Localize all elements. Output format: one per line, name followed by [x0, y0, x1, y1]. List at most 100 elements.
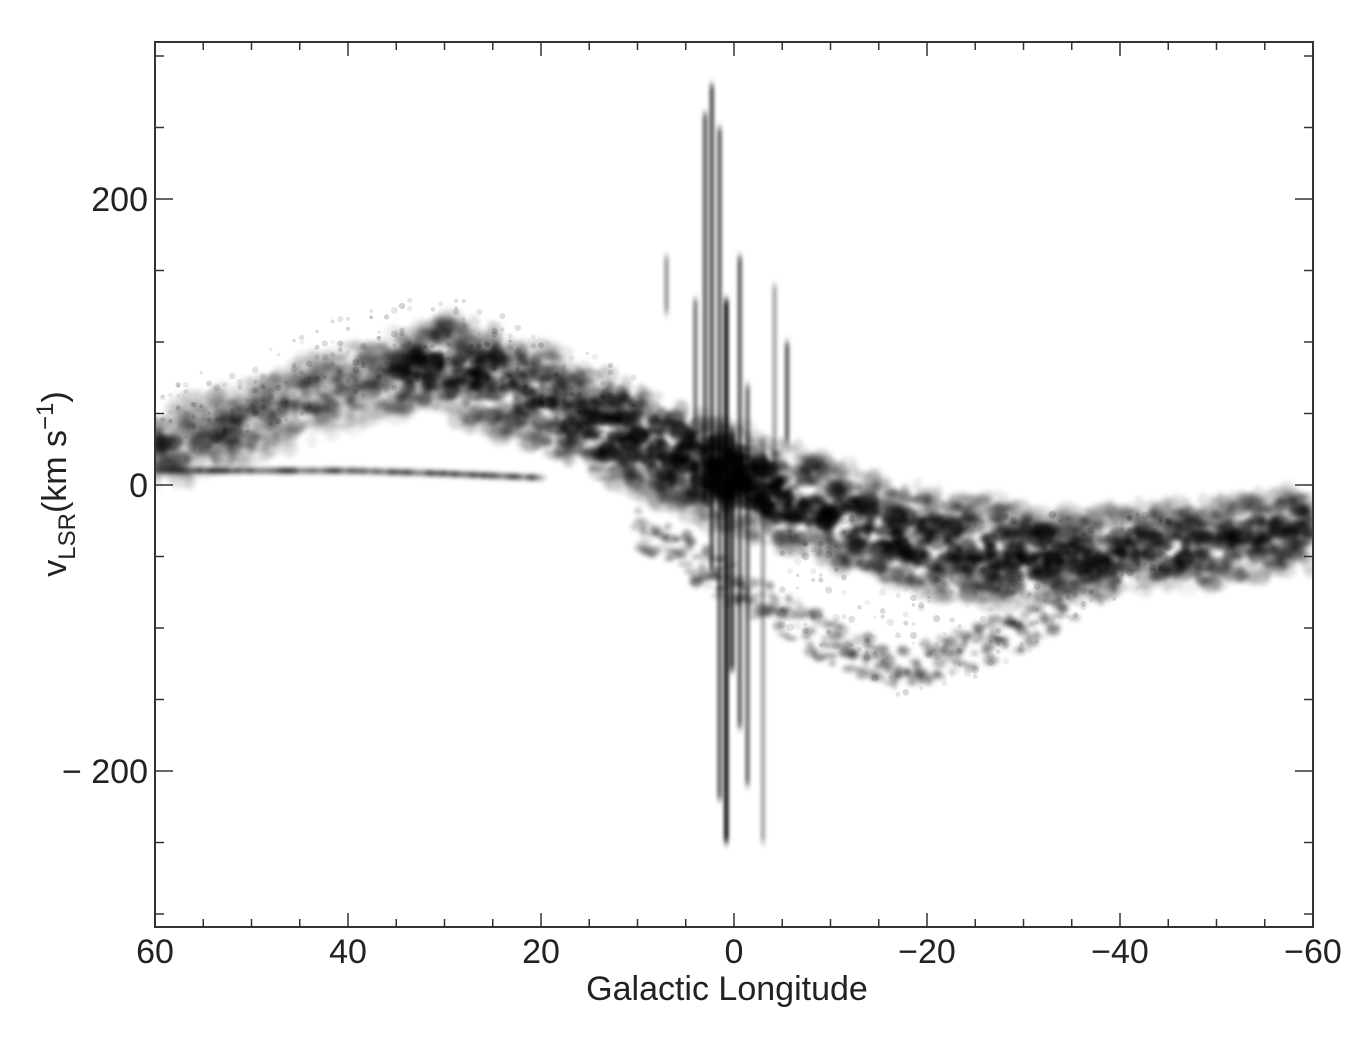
envelope-speck	[615, 417, 621, 423]
disk-blob	[919, 551, 928, 560]
disk-blob	[833, 515, 843, 527]
envelope-speck	[260, 404, 266, 410]
envelope-speck	[522, 384, 529, 391]
envelope-speck	[408, 341, 412, 345]
envelope-speck	[577, 408, 582, 413]
arc-blob	[1034, 634, 1048, 639]
disk-emission	[155, 306, 1313, 689]
haze-speck	[1164, 544, 1172, 551]
haze-speck	[1025, 645, 1033, 654]
envelope-speck	[275, 384, 282, 391]
haze-speck	[1066, 595, 1070, 599]
haze-speck	[1142, 556, 1148, 562]
haze-speck	[818, 577, 824, 583]
envelope-speck	[338, 347, 343, 352]
arc-blob	[684, 537, 697, 546]
envelope-speck	[430, 352, 436, 358]
envelope-speck	[624, 436, 628, 440]
envelope-speck	[207, 417, 211, 422]
arc-blob	[965, 631, 979, 639]
envelope-speck	[160, 416, 166, 423]
haze-speck	[919, 686, 924, 691]
envelope-speck	[221, 382, 228, 388]
envelope-speck	[531, 361, 535, 366]
envelope-speck	[383, 314, 390, 320]
haze-speck	[787, 528, 793, 534]
envelope-speck	[414, 371, 421, 378]
arc-blob	[836, 623, 847, 629]
haze-speck	[1017, 573, 1026, 582]
envelope-speck	[321, 340, 328, 347]
haze-speck	[1102, 534, 1111, 542]
haze-speck	[1027, 524, 1032, 530]
arc-blob	[1073, 600, 1089, 606]
arc-blob	[1115, 575, 1123, 586]
envelope-speck	[183, 434, 188, 439]
arc-blob	[1016, 644, 1025, 654]
envelope-speck	[514, 324, 522, 331]
haze-speck	[886, 531, 895, 539]
haze-speck	[1110, 591, 1119, 600]
disk-blob	[282, 442, 296, 456]
envelope-speck	[168, 441, 172, 445]
envelope-speck	[568, 355, 575, 362]
disk-blob	[281, 430, 301, 439]
haze-speck	[879, 608, 886, 614]
envelope-speck	[554, 372, 559, 377]
arc-blob	[1068, 615, 1081, 621]
envelope-speck	[260, 384, 266, 390]
envelope-speck	[406, 349, 414, 357]
envelope-speck	[361, 364, 366, 369]
disk-blob	[993, 514, 1011, 527]
disk-blob	[1302, 565, 1313, 574]
haze-speck	[788, 551, 792, 555]
arc-blob	[809, 607, 823, 618]
envelope-speck	[468, 360, 475, 366]
haze-speck	[841, 529, 847, 535]
disk-blob	[212, 380, 234, 398]
envelope-speck	[569, 421, 575, 426]
haze-speck	[1057, 545, 1063, 551]
envelope-speck	[600, 435, 606, 442]
envelope-speck	[307, 401, 312, 405]
disk-blob	[332, 401, 344, 420]
haze-speck	[786, 623, 794, 632]
haze-speck	[864, 600, 870, 606]
haze-speck	[880, 659, 885, 664]
envelope-speck	[191, 414, 196, 419]
envelope-speck	[236, 413, 244, 421]
envelope-speck	[284, 400, 289, 405]
disk-blob	[565, 434, 586, 448]
arc-blob	[1027, 621, 1037, 627]
gc-streak	[723, 299, 729, 843]
haze-speck	[911, 641, 916, 645]
haze-speck	[824, 550, 833, 559]
haze-speck	[1087, 526, 1095, 534]
haze-speck	[1057, 597, 1063, 603]
haze-speck	[1026, 561, 1032, 566]
envelope-speck	[330, 352, 335, 357]
haze-speck	[1019, 570, 1024, 575]
disk-blob	[1299, 501, 1313, 522]
haze-speck	[1058, 518, 1063, 524]
envelope-speck	[498, 355, 506, 363]
envelope-speck	[524, 384, 528, 388]
y-tick-label: − 200	[62, 753, 148, 791]
envelope-speck	[267, 393, 275, 401]
envelope-speck	[315, 329, 319, 334]
envelope-speck	[337, 369, 343, 375]
envelope-speck	[198, 424, 205, 431]
arc-blob	[1094, 575, 1103, 587]
haze-speck	[926, 564, 932, 570]
gc-streak	[692, 299, 698, 428]
haze-speck	[1103, 555, 1110, 562]
haze-speck	[934, 641, 940, 647]
haze-speck	[972, 590, 979, 597]
haze-speck	[834, 544, 839, 549]
arc-blob	[971, 638, 980, 644]
envelope-speck	[461, 317, 466, 322]
haze-speck	[1127, 527, 1132, 532]
haze-speck	[1049, 617, 1056, 625]
arc-blob	[1112, 565, 1127, 573]
haze-speck	[1010, 517, 1018, 525]
